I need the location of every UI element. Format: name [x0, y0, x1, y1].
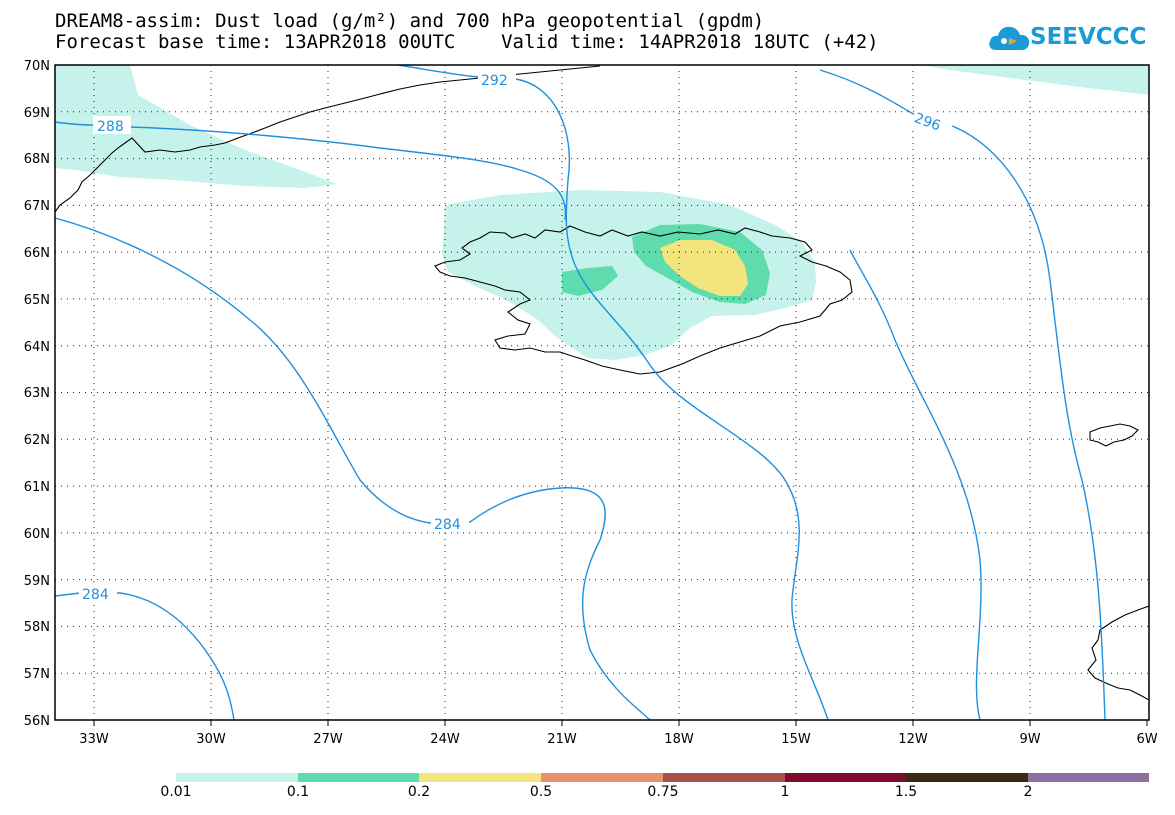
lat-label: 67N — [24, 199, 50, 214]
lon-label: 30W — [196, 732, 226, 747]
contour-296b — [849, 249, 982, 720]
lat-label: 62N — [24, 433, 50, 448]
lat-label: 61N — [24, 480, 50, 495]
coastlines — [55, 65, 1149, 701]
map-title-line2: Forecast base time: 13APR2018 00UTC Vali… — [55, 31, 879, 53]
greenland-coast — [55, 65, 601, 213]
colorbar-segment — [663, 773, 785, 782]
contour-label-284: 284 — [434, 517, 461, 533]
lat-label: 63N — [24, 386, 50, 401]
lat-label: 65N — [24, 293, 50, 308]
dust-area-0.1-west — [562, 266, 618, 296]
colorbar-segment — [785, 773, 906, 782]
lat-label: 59N — [24, 574, 50, 589]
geopotential-contours — [55, 65, 1106, 720]
lon-label: 6W — [1136, 732, 1157, 747]
lat-label: 57N — [24, 667, 50, 682]
faroe-islands-coast — [1089, 423, 1139, 447]
contour-label-288: 288 — [97, 119, 124, 135]
lat-label: 70N — [24, 59, 50, 74]
contour-284-left — [55, 592, 235, 720]
scotland-coast — [1087, 605, 1149, 701]
lat-label: 69N — [24, 106, 50, 121]
logo-text: SEEVCCC — [1030, 24, 1147, 50]
contour-label-bg — [431, 514, 469, 532]
contour-label-bg — [93, 116, 131, 134]
lon-label: 15W — [781, 732, 811, 747]
lat-label: 68N — [24, 152, 50, 167]
contour-label-284-left: 284 — [82, 587, 109, 603]
map-frame — [54, 64, 1150, 721]
colorbar-segment — [176, 773, 298, 782]
contour-label-bg — [478, 70, 516, 88]
contour-296 — [819, 69, 1106, 720]
dust-area-0.2-core — [660, 240, 748, 296]
colorbar-segment — [906, 773, 1028, 782]
map-area: 292 288 296 284 284 — [55, 65, 1149, 720]
latitude-labels: 70N 69N 68N 67N 66N 65N 64N 63N 62N 61N … — [24, 59, 50, 729]
lon-label: 33W — [79, 732, 109, 747]
lat-label: 66N — [24, 246, 50, 261]
lon-label: 21W — [547, 732, 577, 747]
contour-label-bg — [909, 105, 955, 141]
colorbar-segment — [419, 773, 541, 782]
contour-label-292: 292 — [481, 73, 508, 89]
map-title-line1: DREAM8-assim: Dust load (g/m²) and 700 h… — [55, 10, 765, 32]
contour-292 — [397, 65, 829, 720]
colorbar-label: 0.2 — [407, 784, 431, 800]
lon-label: 24W — [430, 732, 460, 747]
lat-label: 64N — [24, 340, 50, 355]
colorbar-label: 0.75 — [647, 784, 679, 800]
axis-ticks — [93, 720, 1148, 726]
lon-label: 9W — [1019, 732, 1040, 747]
contour-288 — [55, 121, 567, 221]
iceland-coast — [434, 225, 853, 375]
cloud-icon — [989, 26, 1030, 50]
colorbar-label: 2 — [1023, 784, 1033, 800]
lon-label: 12W — [898, 732, 928, 747]
contour-label-bg — [79, 584, 117, 602]
colorbar-label: 0.5 — [529, 784, 553, 800]
lat-label: 56N — [24, 714, 50, 729]
contour-labels: 292 288 296 284 284 — [79, 70, 955, 603]
lon-label: 18W — [664, 732, 694, 747]
colorbar-label: 1.5 — [894, 784, 918, 800]
colorbar-segment — [1028, 773, 1149, 782]
dust-area-0.01-greenland — [55, 65, 337, 188]
longitude-labels: 33W 30W 27W 24W 21W 18W 15W 12W 9W 6W — [79, 732, 1157, 747]
colorbar-label: 0.1 — [286, 784, 310, 800]
colorbar-segment — [298, 773, 419, 782]
lat-label: 58N — [24, 620, 50, 635]
dust-shading — [55, 65, 1149, 360]
lat-label: 60N — [24, 527, 50, 542]
colorbar-label: 0.01 — [160, 784, 192, 800]
colorbar-label: 1 — [780, 784, 790, 800]
colorbar-segment — [541, 773, 663, 782]
dust-area-0.01-northeast — [920, 65, 1149, 95]
contour-284-main — [55, 217, 651, 720]
lon-label: 27W — [313, 732, 343, 747]
seevccc-logo: SEEVCCC — [988, 18, 1146, 58]
